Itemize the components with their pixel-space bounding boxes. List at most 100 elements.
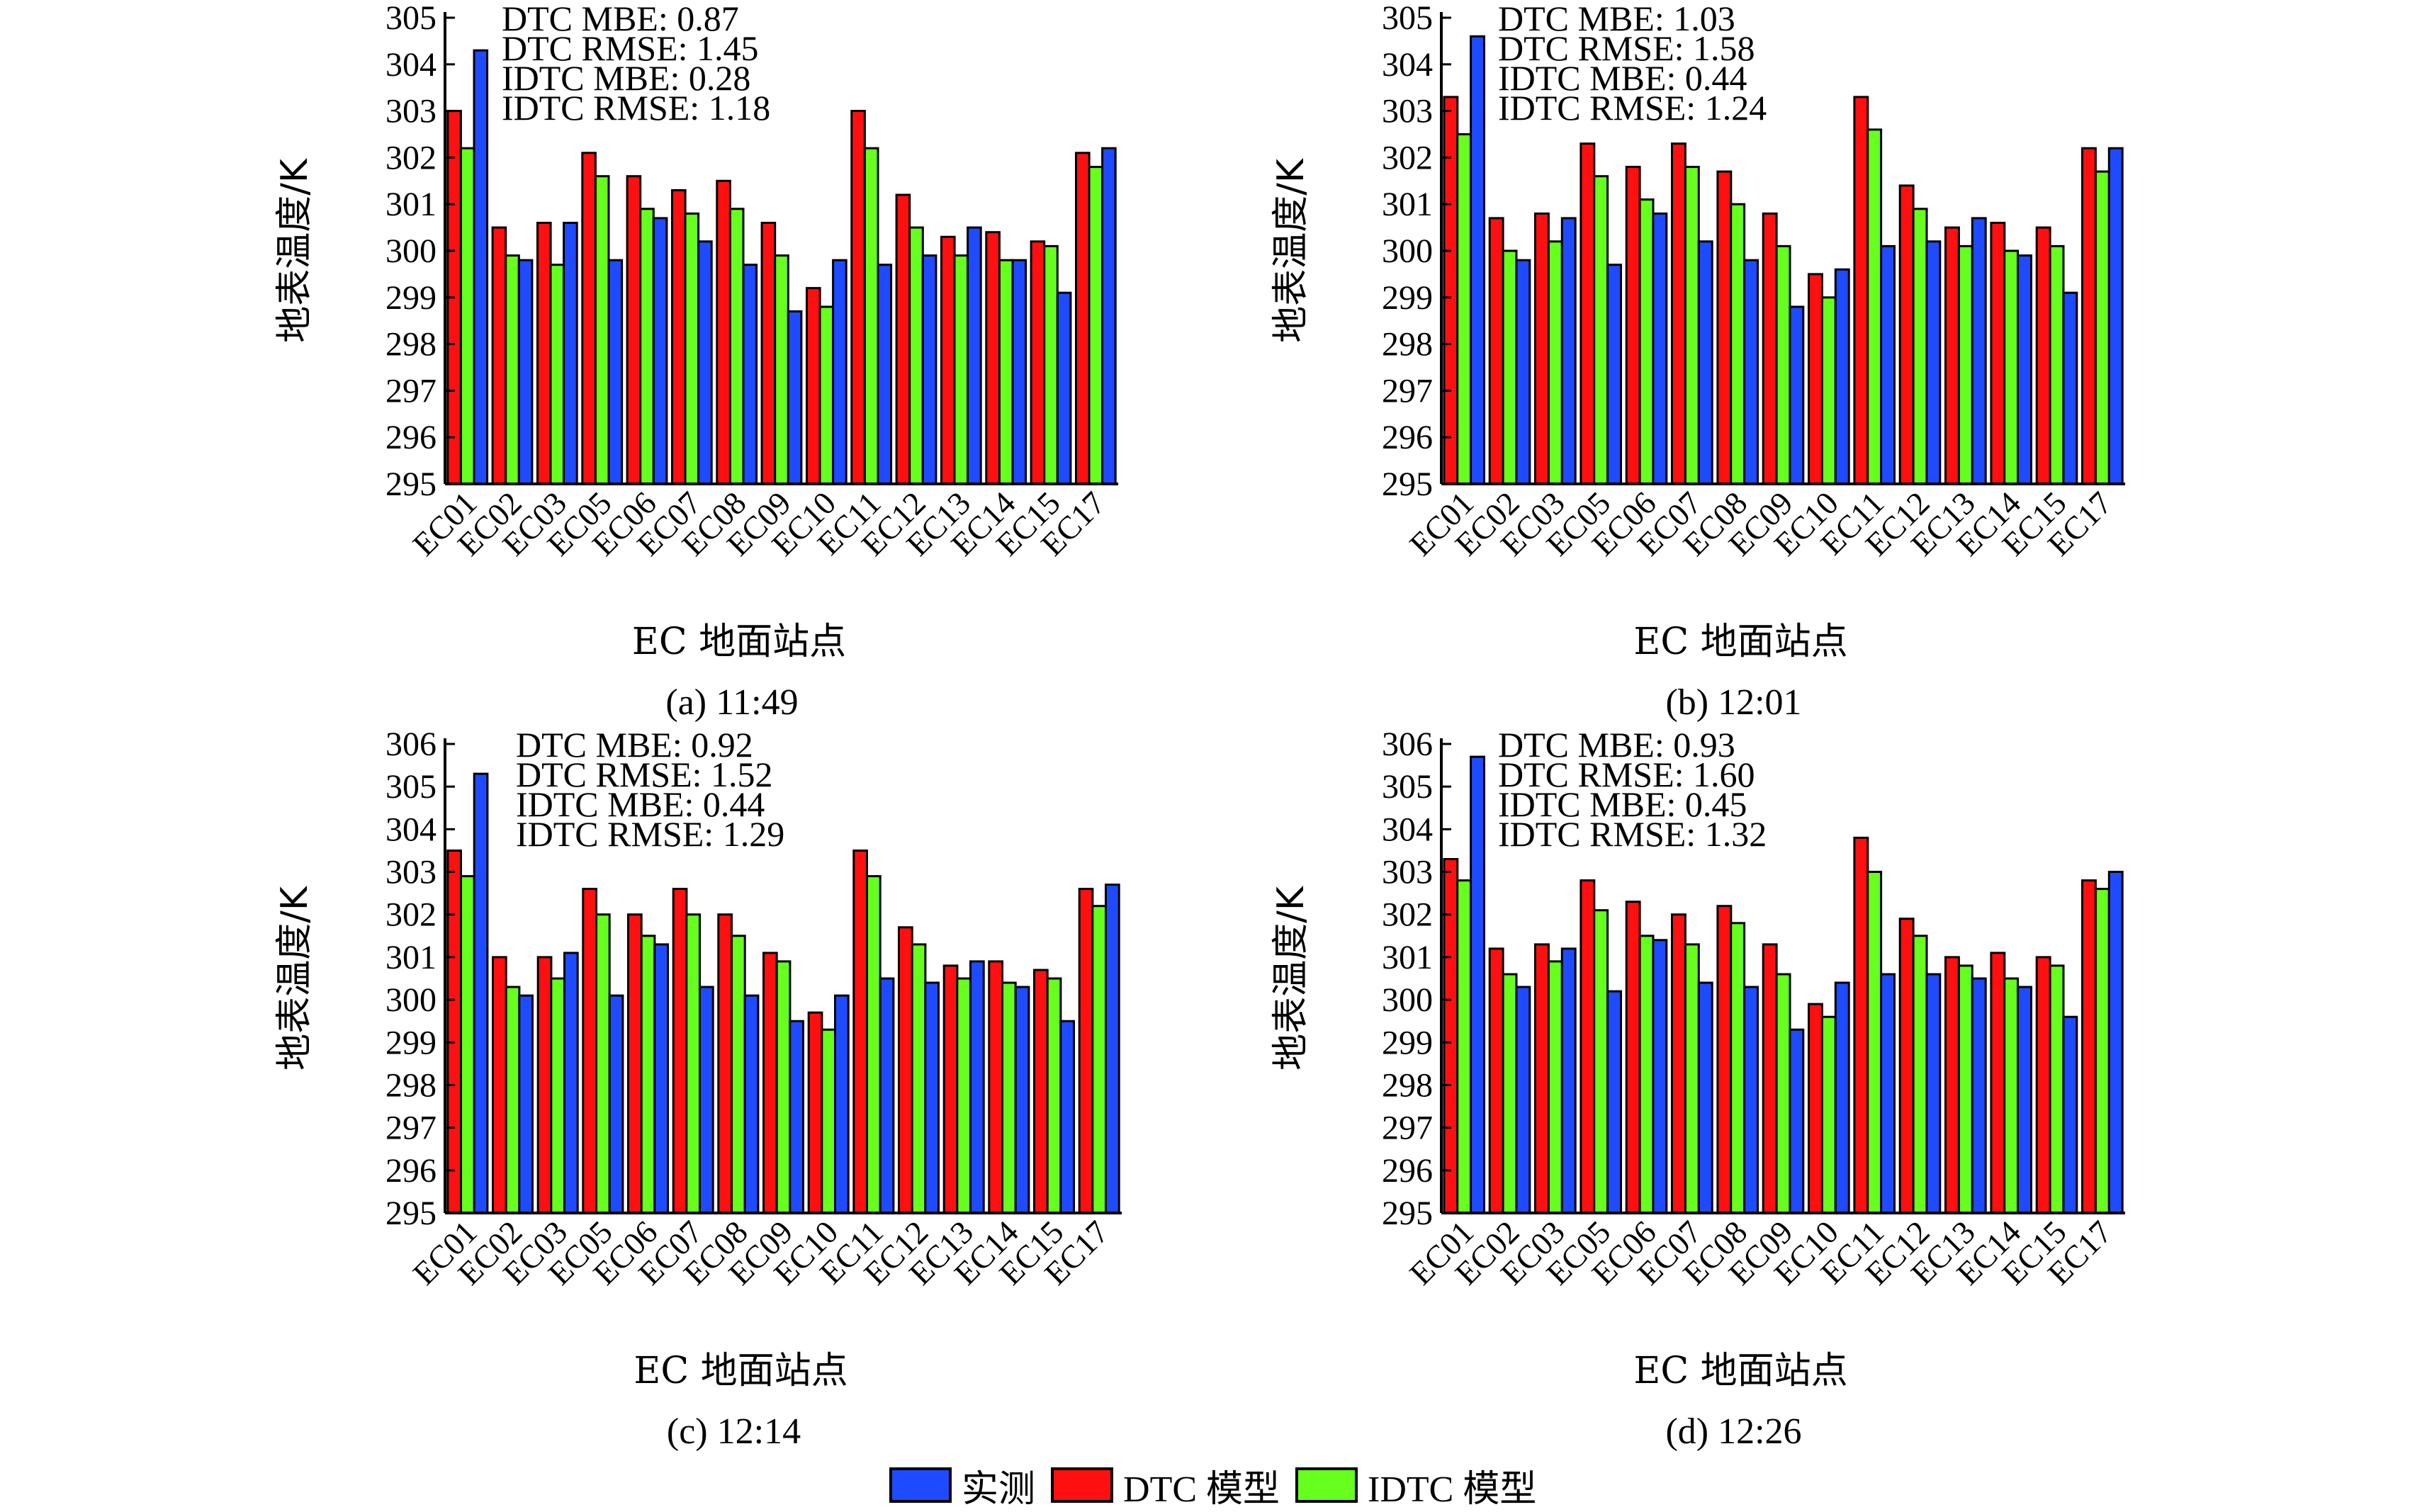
bar-idtc-ec14 [1001,981,1017,1214]
bar-dtc-ec17 [1078,888,1094,1214]
bar-idtc-ec14 [998,259,1014,485]
bar-idtc-ec03 [550,977,565,1214]
bar-idtc-ec05 [1593,909,1609,1214]
y-tick-label-298: 298 [1382,1066,1433,1104]
bar-measured-ec08 [743,994,760,1214]
bar-dtc-ec01 [1443,96,1459,485]
y-tick-label-303: 303 [385,854,437,891]
y-axis-title: 地表温度/K [1270,885,1312,1071]
legend-label-idtc: IDTC 模型 [1368,1469,1537,1510]
chart-legend: 实测 DTC 模型 IDTC 模型 [889,1465,1552,1510]
bar-dtc-ec06 [1625,166,1641,485]
bar-idtc-ec15 [2049,964,2065,1214]
bar-dtc-ec02 [491,226,507,485]
bar-idtc-ec02 [505,254,520,485]
bar-dtc-ec09 [762,952,778,1214]
bar-dtc-ec08 [717,913,733,1214]
bar-measured-ec15 [1059,1020,1076,1214]
bar-idtc-ec07 [1684,166,1700,485]
bar-measured-ec09 [1789,1028,1805,1214]
stat-annotation-3: IDTC MBE: 0.44 [516,784,765,824]
y-tick-label-304: 304 [1382,46,1433,84]
bar-dtc-ec11 [850,110,866,485]
bar-idtc-ec05 [594,175,610,485]
chart-panels: EC01EC02EC03EC05EC06EC07EC08EC09EC10EC11… [274,0,2125,1452]
bar-idtc-ec13 [1957,964,1973,1214]
bar-measured-ec07 [1697,240,1713,485]
bar-dtc-ec13 [1944,226,1960,485]
bar-measured-ec01 [1470,35,1486,485]
chart-panel-4: EC01EC02EC03EC05EC06EC07EC08EC09EC10EC11… [1270,725,2125,1452]
bar-dtc-ec13 [940,235,956,485]
bar-dtc-ec10 [806,287,821,485]
y-tick-label-295: 295 [1382,466,1433,503]
bar-measured-ec02 [518,994,534,1214]
bar-idtc-ec15 [1046,977,1062,1214]
y-tick-label-296: 296 [1382,419,1433,456]
y-tick-label-295: 295 [1382,1195,1433,1232]
panel-caption: (a) 11:49 [665,682,798,723]
legend-label-dtc: DTC 模型 [1123,1469,1280,1510]
bar-dtc-ec13 [1944,956,1960,1214]
y-tick-label-299: 299 [385,1024,437,1061]
legend-swatch-idtc [1295,1467,1358,1503]
bar-measured-ec11 [1880,244,1896,485]
bar-idtc-ec03 [549,264,565,485]
bar-dtc-ec14 [985,231,1001,485]
y-axis-title: 地表温度/K [1270,157,1312,343]
bar-idtc-ec01 [460,875,475,1214]
y-tick-label-297: 297 [1382,372,1433,410]
bar-measured-ec13 [969,960,985,1214]
y-tick-label-301: 301 [1382,939,1433,976]
bar-dtc-ec03 [1534,943,1550,1214]
bar-measured-ec17 [1101,147,1117,485]
bar-measured-ec10 [1834,981,1850,1214]
y-tick-label-296: 296 [385,419,437,456]
y-tick-label-306: 306 [385,726,437,763]
x-axis-title: EC 地面站点 [632,621,846,663]
panel-caption: (d) 12:26 [1665,1411,1801,1452]
y-tick-label-303: 303 [1382,854,1433,891]
bar-idtc-ec08 [728,208,745,485]
y-tick-label-298: 298 [385,1066,437,1104]
y-tick-label-296: 296 [385,1152,437,1190]
y-axis-title: 地表温度/K [274,885,316,1071]
y-tick-label-305: 305 [1382,0,1433,37]
chart-panel-3: EC01EC02EC03EC05EC06EC07EC08EC09EC10EC11… [274,725,1122,1452]
stat-annotation-4: IDTC RMSE: 1.18 [502,88,770,128]
bar-measured-ec14 [1011,259,1027,485]
y-tick-label-302: 302 [385,896,437,934]
bar-dtc-ec11 [1853,96,1869,485]
bar-dtc-ec12 [898,926,913,1214]
bar-measured-ec11 [879,977,895,1214]
bar-idtc-ec06 [640,935,656,1214]
bar-idtc-ec06 [1638,198,1655,485]
y-tick-label-296: 296 [1382,1152,1433,1190]
bar-measured-ec17 [2107,147,2124,485]
bar-measured-ec13 [1971,977,1987,1214]
y-tick-label-298: 298 [1382,326,1433,363]
bar-dtc-ec10 [807,1011,823,1214]
bar-idtc-ec07 [1684,943,1700,1214]
bar-measured-ec10 [834,994,850,1214]
y-axis-title: 地表温度/K [274,157,316,343]
bar-idtc-ec10 [1820,296,1837,485]
y-tick-label-298: 298 [385,326,437,363]
bar-dtc-ec07 [672,888,688,1214]
bar-measured-ec05 [1606,264,1623,485]
y-tick-label-305: 305 [385,0,437,37]
bar-dtc-ec01 [446,850,462,1214]
bar-measured-ec02 [517,259,534,485]
bar-idtc-ec11 [866,875,882,1214]
bar-measured-ec12 [1925,973,1942,1214]
bar-dtc-ec07 [671,189,687,485]
bar-measured-ec01 [473,49,489,485]
y-tick-label-299: 299 [1382,1024,1433,1061]
bar-measured-ec06 [1652,939,1668,1214]
stat-annotation-1: DTC MBE: 0.92 [516,725,753,765]
y-tick-label-303: 303 [385,93,437,130]
bar-measured-ec05 [1606,990,1623,1214]
stat-annotation-4: IDTC RMSE: 1.32 [1498,814,1767,854]
bar-dtc-ec05 [1579,879,1596,1214]
stat-annotation-2: DTC RMSE: 1.52 [516,755,773,794]
